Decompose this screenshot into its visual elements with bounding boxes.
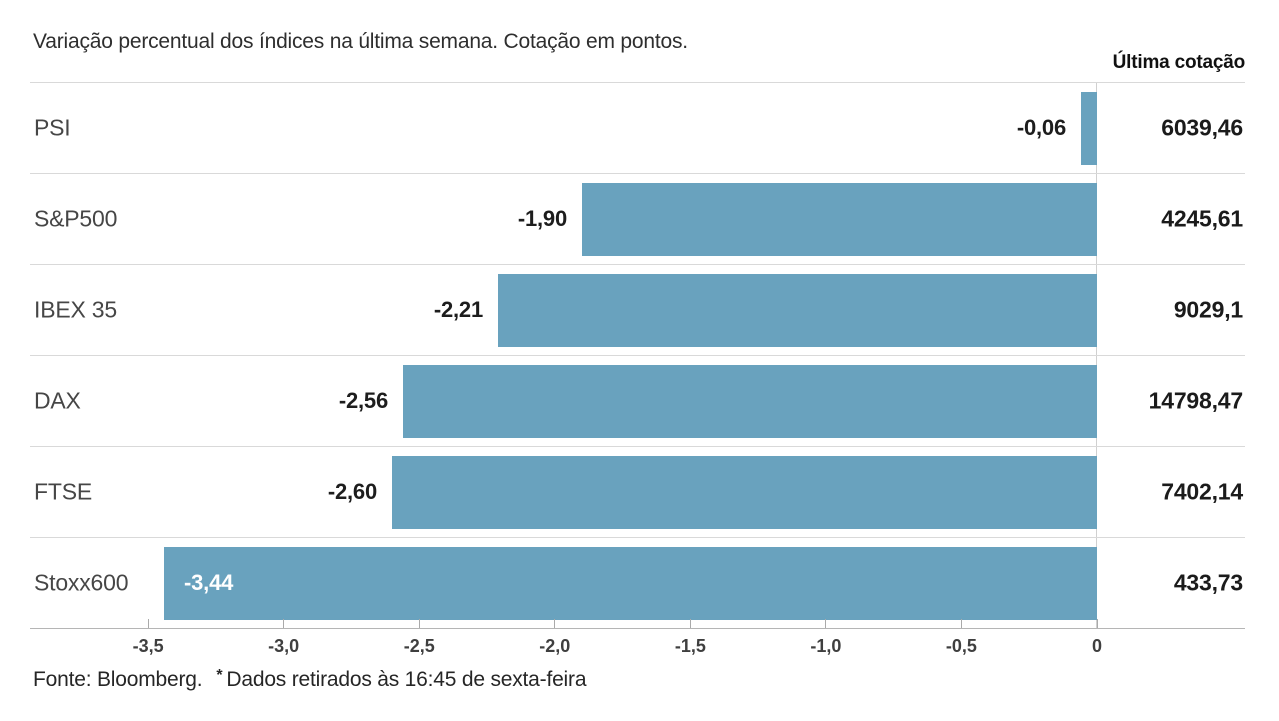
x-tick-label: -2,0 [539,636,571,656]
last-quote-column-header: Última cotação [1112,52,1246,73]
last-quote-value: 4245,61 [1161,205,1243,232]
chart-row: PSI -0,06 6039,46 [30,82,1245,173]
index-label: DAX [34,387,81,414]
bar-value-label: -2,56 [338,388,388,413]
source-note: Fonte: Bloomberg. * Dados retirados às 16:… [33,667,586,692]
bar [392,456,1097,529]
x-tick-label: 0 [1091,636,1103,656]
x-tick-label: -3,5 [132,636,164,656]
bar-value-label: -0,06 [1016,115,1066,140]
chart-row: Stoxx600 -3,44 433,73 [30,537,1245,628]
bar [403,365,1097,438]
footnote-asterisk: * [216,667,223,684]
x-tick-label: -1,0 [810,636,842,656]
x-tick-label: -2,5 [403,636,435,656]
chart-plot-area: PSI -0,06 6039,46 S&P500 -1,90 4245,61 I… [30,82,1245,628]
bar [1081,92,1097,165]
bar-value-label: -2,60 [327,479,377,504]
chart-row: S&P500 -1,90 4245,61 [30,173,1245,264]
x-tick-label: -1,5 [674,636,706,656]
chart-row: IBEX 35 -2,21 9029,1 [30,264,1245,355]
bar-value-label: -1,90 [517,206,567,231]
x-tick-label: -0,5 [945,636,977,656]
bar-value-label: -3,44 [184,570,234,595]
index-label: S&P500 [34,205,118,232]
bar [582,183,1097,256]
x-axis-line [30,628,1245,629]
chart-title: Variação percentual dos índices na últim… [33,30,688,53]
bar [498,274,1097,347]
last-quote-value: 14798,47 [1148,387,1244,414]
index-label: FTSE [34,478,92,505]
chart-row: FTSE -2,60 7402,14 [30,446,1245,537]
index-label: PSI [34,114,71,141]
last-quote-value: 433,73 [1173,569,1243,596]
index-label: Stoxx600 [34,569,129,596]
chart-row: DAX -2,56 14798,47 [30,355,1245,446]
bar [164,547,1097,620]
source-label: Fonte: Bloomberg. [33,668,203,691]
bar-value-label: -2,21 [433,297,483,322]
last-quote-value: 6039,46 [1161,114,1243,141]
footnote-text: Dados retirados às 16:45 de sexta-feira [226,668,587,691]
last-quote-value: 9029,1 [1173,296,1243,323]
x-axis-labels: -3,5 -3,0 -2,5 -2,0 -1,5 -1,0 -0,5 0 [30,636,1245,660]
x-tick-label: -3,0 [268,636,300,656]
index-label: IBEX 35 [34,296,117,323]
last-quote-value: 7402,14 [1161,478,1243,505]
